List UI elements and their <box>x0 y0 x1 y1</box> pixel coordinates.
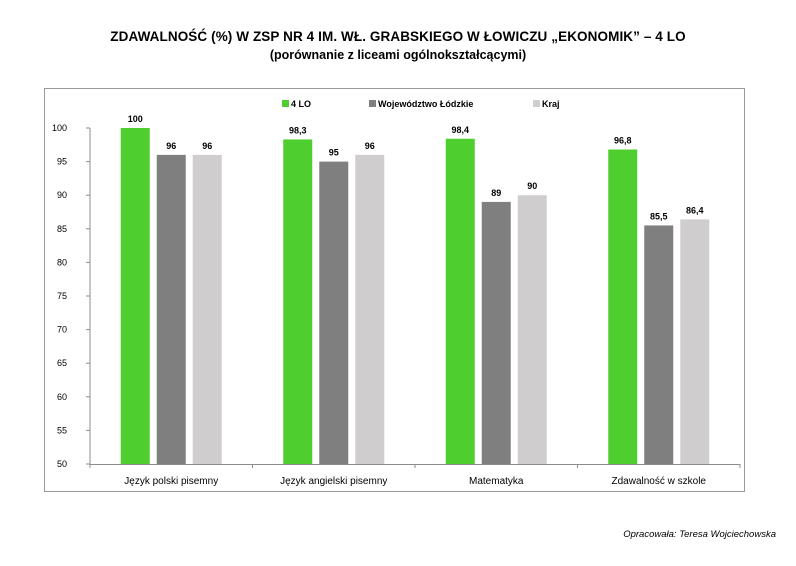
bar <box>608 149 638 464</box>
bar <box>445 138 475 464</box>
bar-value-label: 90 <box>527 181 537 191</box>
legend-label: Kraj <box>542 99 560 109</box>
y-tick-label: 85 <box>57 224 67 234</box>
bar <box>120 128 150 464</box>
chart-subtitle: (porównanie z liceami ogólnokształcącymi… <box>269 48 527 62</box>
bar-value-label: 96 <box>365 141 375 151</box>
bar-value-label: 98,3 <box>289 125 307 135</box>
y-tick-label: 80 <box>57 257 67 267</box>
bar <box>192 154 222 464</box>
legend-swatch <box>533 100 540 107</box>
y-tick-label: 70 <box>57 325 67 335</box>
bar <box>680 219 710 464</box>
bar <box>355 154 385 464</box>
x-category-label: Zdawalność w szkole <box>612 476 707 487</box>
x-category-label: Język polski pisemny <box>124 476 218 487</box>
legend-swatch <box>282 100 289 107</box>
bar <box>283 139 313 464</box>
bar-value-label: 100 <box>128 114 143 124</box>
y-tick-label: 100 <box>52 123 67 133</box>
x-category-label: Język angielski pisemny <box>280 476 387 487</box>
bar-value-label: 96 <box>166 141 176 151</box>
y-tick-label: 60 <box>57 392 67 402</box>
y-tick-label: 95 <box>57 157 67 167</box>
author-credit: Opracowała: Teresa Wojciechowska <box>623 529 776 540</box>
bar <box>156 154 186 464</box>
bar <box>481 201 511 465</box>
y-tick-label: 65 <box>57 358 67 368</box>
y-tick-label: 50 <box>57 459 67 469</box>
legend-swatch <box>369 100 376 107</box>
legend-label: Województwo Łódzkie <box>378 99 473 109</box>
x-category-label: Matematyka <box>469 476 524 487</box>
y-tick-label: 75 <box>57 291 67 301</box>
chart-title: ZDAWALNOŚĆ (%) W ZSP NR 4 IM. WŁ. GRABSK… <box>110 29 686 44</box>
bar <box>319 161 349 464</box>
bar <box>644 225 674 464</box>
chart-frame <box>44 88 745 492</box>
bar-value-label: 95 <box>329 148 339 158</box>
bar-value-label: 98,4 <box>451 125 469 135</box>
bar-value-label: 96,8 <box>614 136 632 146</box>
legend-label: 4 LO <box>291 99 311 109</box>
y-tick-label: 90 <box>57 190 67 200</box>
bar-value-label: 89 <box>491 188 501 198</box>
bar-value-label: 96 <box>202 141 212 151</box>
y-tick-label: 55 <box>57 425 67 435</box>
bar-value-label: 86,4 <box>686 205 704 215</box>
bar-value-label: 85,5 <box>650 211 668 221</box>
bar <box>517 195 547 464</box>
